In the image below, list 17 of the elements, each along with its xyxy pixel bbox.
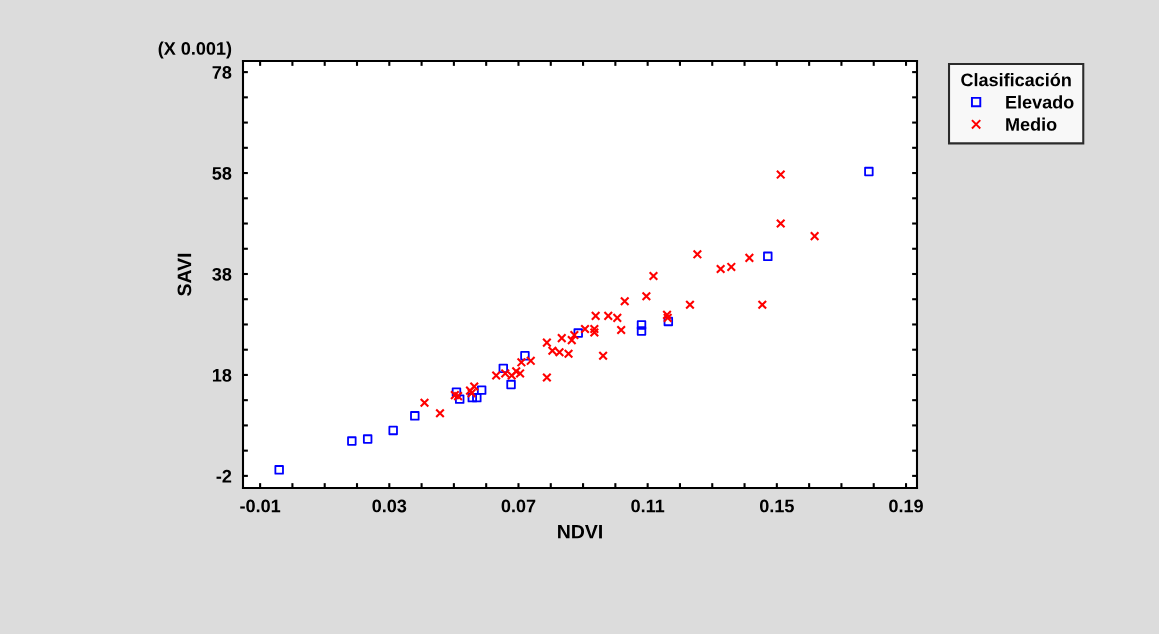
legend-label: Elevado [1006, 95, 1074, 109]
y-tick-label: 18 [212, 368, 232, 382]
x-axis-title: NDVI [558, 524, 602, 539]
x-tick-label: 0.15 [759, 499, 794, 513]
y-tick-label: 78 [212, 66, 232, 79]
y-tick-label: -2 [216, 469, 232, 483]
y-tick-label: 58 [212, 166, 232, 180]
text: (X 0.001) [158, 41, 232, 59]
x-tick-label: 0.19 [889, 499, 923, 513]
legend-label: Medio [1006, 117, 1057, 131]
x-tick-label: 0.03 [372, 499, 407, 513]
x-tick-label: -0.01 [240, 499, 281, 513]
x-tick-label: 0.11 [631, 499, 665, 513]
y-tick-label: 38 [212, 267, 232, 281]
y-axis-title: SAVI [177, 253, 192, 296]
x-tick-label: 0.07 [501, 499, 536, 513]
legend-title: Clasificación [961, 72, 1071, 87]
